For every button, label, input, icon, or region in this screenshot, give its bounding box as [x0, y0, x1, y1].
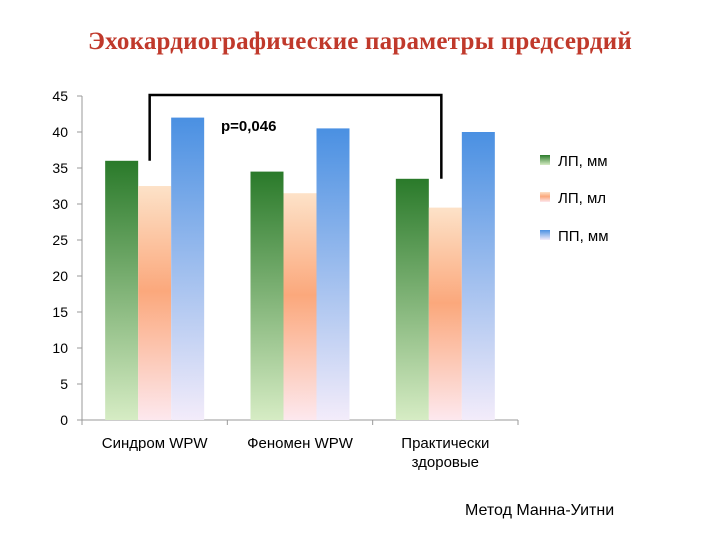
y-tick-label: 40 — [52, 124, 68, 140]
bar-1-3 — [395, 178, 429, 420]
bar-3-2 — [316, 128, 350, 420]
y-tick-label: 5 — [60, 376, 68, 392]
y-tick-label: 35 — [52, 160, 68, 176]
bar-2-3 — [428, 207, 462, 420]
chart-title: Эхокардиографические параметры предсерди… — [87, 28, 632, 55]
x-tick-label: Феномен WPW — [247, 435, 354, 452]
y-tick-label: 20 — [52, 268, 68, 284]
legend-label-2: ЛП, мл — [558, 190, 606, 207]
y-tick-label: 30 — [52, 196, 68, 212]
y-tick-label: 0 — [60, 412, 68, 428]
method-caption: Метод Манна-Уитни — [465, 502, 615, 519]
legend: ЛП, мм ЛП, мл ПП, мм — [540, 153, 609, 245]
bar-1-1 — [105, 160, 139, 421]
legend-label-1: ЛП, мм — [558, 153, 608, 170]
bar-3-3 — [461, 132, 495, 420]
y-tick-label: 10 — [52, 340, 68, 356]
legend-swatch-2 — [540, 192, 550, 202]
bars — [105, 117, 495, 421]
significance-annotation: p=0,046 — [148, 93, 443, 179]
x-tick-label: Практически здоровые — [401, 435, 489, 471]
y-tick-label: 45 — [52, 88, 68, 104]
bar-1-2 — [250, 171, 284, 420]
y-tick-label: 25 — [52, 232, 68, 248]
bar-3-1 — [171, 117, 205, 420]
bar-2-2 — [283, 193, 317, 420]
legend-swatch-3 — [540, 230, 550, 240]
legend-swatch-1 — [540, 155, 550, 165]
x-axis: Синдром WPW Феномен WPW Практически здоровы… — [81, 419, 519, 471]
y-axis: 0 5 10 15 20 25 30 35 40 45 — [52, 88, 83, 428]
p-value-label: p=0,046 — [221, 118, 276, 135]
bar-2-1 — [138, 186, 172, 420]
x-tick-label: Синдром WPW — [102, 435, 209, 452]
significance-bracket — [148, 93, 443, 179]
legend-label-3: ПП, мм — [558, 228, 609, 245]
y-tick-label: 15 — [52, 304, 68, 320]
